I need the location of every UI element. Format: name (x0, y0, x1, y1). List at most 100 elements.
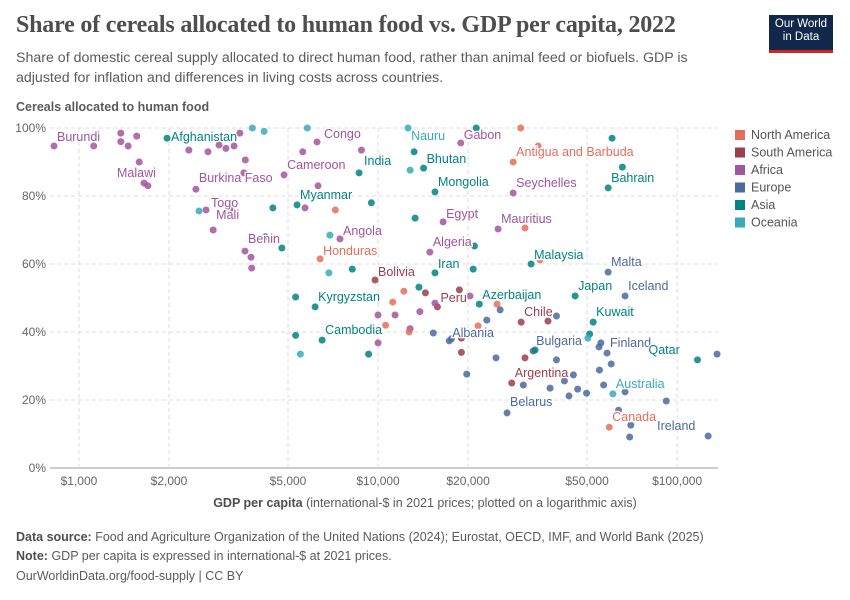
point-label: Australia (616, 377, 665, 391)
data-point (230, 142, 238, 150)
data-point (391, 311, 399, 319)
point-label: Bahrain (611, 171, 654, 185)
point-label: Malaysia (534, 248, 583, 262)
data-point (608, 134, 616, 142)
data-point (584, 334, 592, 342)
data-point (531, 346, 539, 354)
legend-swatch (735, 165, 745, 175)
point-label: Gabon (464, 128, 502, 142)
y-tick-label: 80% (22, 189, 46, 203)
data-point (204, 148, 212, 156)
note-label: Note: (16, 549, 48, 563)
point-label: Egypt (446, 207, 478, 221)
data-point (615, 406, 623, 414)
source-label: Data source: (16, 530, 92, 544)
data-point (247, 253, 255, 261)
data-point (457, 139, 465, 147)
legend-entry: Oceania (751, 216, 798, 230)
legend-swatch (735, 182, 745, 193)
data-point (416, 308, 424, 316)
point-label: Bhutan (427, 152, 467, 166)
data-point (117, 138, 125, 146)
data-point (597, 339, 605, 347)
data-point (221, 134, 229, 142)
legend-swatch (735, 130, 745, 140)
data-point (415, 283, 423, 291)
data-point (627, 421, 635, 429)
data-point (621, 388, 629, 396)
point-label: Bulgaria (536, 334, 582, 348)
data-point (604, 184, 612, 192)
data-point (431, 188, 439, 196)
x-axis-label: GDP per capita (international-$ in 2021 … (0, 496, 850, 510)
data-point (367, 199, 375, 207)
data-point (296, 350, 304, 358)
point-label: Mongolia (438, 175, 489, 189)
source-text: Food and Agriculture Organization of the… (95, 530, 704, 544)
legend-entry: Africa (751, 163, 783, 177)
data-point (382, 321, 390, 329)
data-point (431, 299, 439, 307)
data-point (457, 348, 465, 356)
data-point (503, 409, 511, 417)
point-label: Finland (610, 336, 651, 350)
data-point (228, 204, 236, 212)
x-tick-label: $50,000 (565, 474, 609, 488)
data-point (470, 242, 478, 250)
point-label: Mali (216, 208, 239, 222)
data-point (600, 381, 608, 389)
point-label: Burundi (57, 130, 100, 144)
legend-swatch (735, 217, 745, 228)
point-label: Iceland (628, 279, 668, 293)
data-point (314, 182, 322, 190)
data-point (704, 432, 712, 440)
x-tick-label: $100,000 (652, 474, 702, 488)
data-point (517, 318, 525, 326)
point-label: Bolivia (378, 265, 415, 279)
data-point (278, 244, 286, 252)
data-point (280, 171, 288, 179)
data-point (420, 164, 428, 172)
y-tick-label: 60% (22, 257, 46, 271)
point-label: Belarus (510, 395, 552, 409)
data-point (236, 129, 244, 137)
owid-logo[interactable]: Our World in Data (769, 15, 833, 53)
data-point (519, 381, 527, 389)
point-label: Cambodia (325, 323, 382, 337)
data-point (411, 214, 419, 222)
source-link[interactable]: OurWorldinData.org/food-supply | CC BY (16, 569, 244, 583)
data-point (431, 269, 439, 277)
data-point (336, 235, 344, 243)
data-point (241, 156, 249, 164)
point-label: Afghanistan (171, 130, 237, 144)
point-label: Cameroon (287, 158, 345, 172)
legend-entry: Europe (751, 181, 791, 195)
data-point (455, 286, 463, 294)
point-label: Ireland (657, 419, 695, 433)
data-point (365, 350, 373, 358)
data-point (552, 312, 560, 320)
data-point (493, 300, 501, 308)
chart-subtitle: Share of domestic cereal supply allocate… (16, 50, 688, 86)
data-point (571, 292, 579, 300)
chart-title: Share of cereals allocated to human food… (16, 12, 676, 38)
data-point (421, 289, 429, 297)
data-point (404, 124, 412, 132)
legend-entry: North America (751, 128, 830, 142)
point-label: Peru (440, 291, 466, 305)
data-point (195, 207, 203, 215)
data-point (508, 379, 516, 387)
note-text: GDP per capita is expressed in internati… (51, 549, 392, 563)
data-point (355, 169, 363, 177)
point-label: Chile (524, 305, 553, 319)
note: Note: GDP per capita is expressed in int… (16, 549, 392, 563)
y-tick-label: 40% (22, 325, 46, 339)
point-label: Azerbaijan (482, 288, 541, 302)
data-point (713, 350, 721, 358)
data-point (400, 287, 408, 295)
data-point (589, 318, 597, 326)
data-point (318, 336, 326, 344)
data-point (260, 127, 268, 135)
data-point (662, 397, 670, 405)
